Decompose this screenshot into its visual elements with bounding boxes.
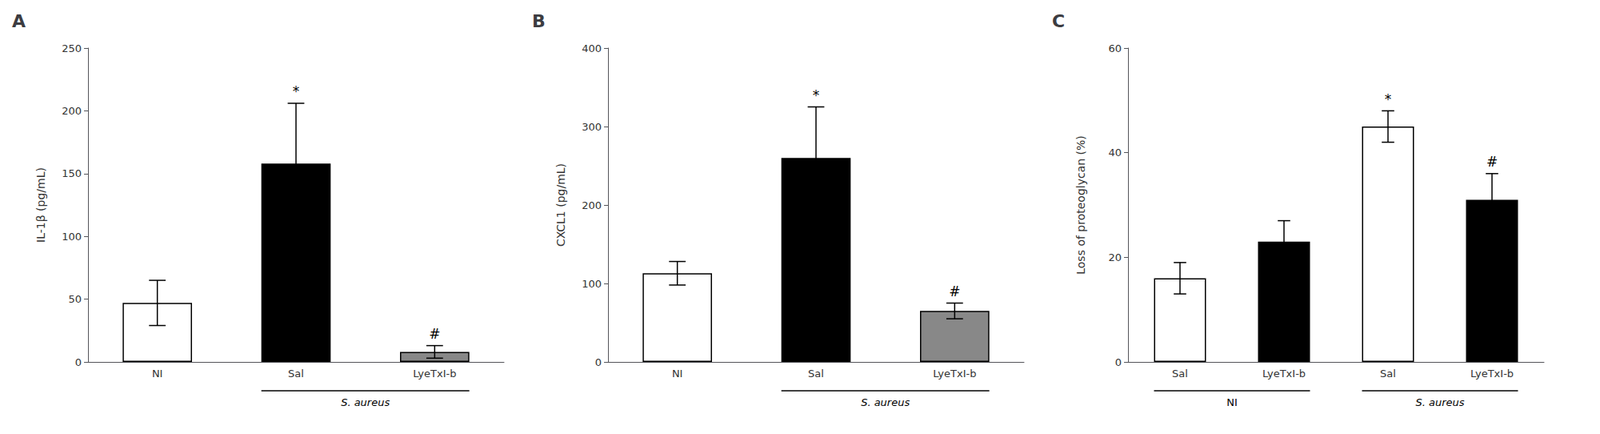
svg-text:0: 0: [75, 356, 82, 368]
svg-text:NI: NI: [152, 367, 164, 380]
svg-text:150: 150: [61, 167, 82, 180]
svg-text:#: #: [948, 283, 960, 300]
svg-text:CXCL1 (pg/mL): CXCL1 (pg/mL): [554, 163, 568, 247]
svg-text:40: 40: [1108, 146, 1122, 159]
svg-text:100: 100: [61, 230, 82, 243]
svg-text:300: 300: [581, 120, 602, 133]
svg-text:Sal: Sal: [808, 367, 824, 380]
svg-text:S. aureus: S. aureus: [1415, 396, 1464, 408]
svg-text:200: 200: [581, 199, 602, 212]
svg-text:LyeTxI-b: LyeTxI-b: [932, 367, 976, 380]
svg-text:60: 60: [1108, 42, 1122, 55]
svg-text:NI: NI: [1226, 396, 1238, 408]
svg-text:Sal: Sal: [288, 367, 304, 380]
svg-text:0: 0: [1115, 356, 1122, 368]
svg-text:S. aureus: S. aureus: [860, 396, 910, 408]
svg-text:Sal: Sal: [1380, 367, 1396, 380]
svg-text:*: *: [1384, 91, 1392, 108]
svg-text:#: #: [1486, 153, 1498, 170]
svg-text:B: B: [532, 11, 546, 32]
svg-text:20: 20: [1108, 251, 1122, 264]
svg-text:200: 200: [61, 104, 82, 117]
svg-text:LyeTxI-b: LyeTxI-b: [412, 367, 456, 380]
svg-text:C: C: [1052, 11, 1065, 32]
svg-text:0: 0: [595, 356, 602, 368]
svg-text:A: A: [12, 11, 26, 32]
svg-text:#: #: [428, 325, 440, 342]
svg-text:*: *: [812, 87, 820, 104]
svg-text:NI: NI: [672, 367, 684, 380]
svg-text:Loss of proteoglycan (%): Loss of proteoglycan (%): [1074, 135, 1088, 275]
svg-text:*: *: [292, 83, 300, 100]
svg-text:400: 400: [581, 42, 602, 55]
svg-text:IL-1β (pg/mL): IL-1β (pg/mL): [34, 167, 48, 243]
svg-text:Sal: Sal: [1172, 367, 1188, 380]
svg-text:250: 250: [61, 42, 82, 55]
svg-text:100: 100: [581, 277, 602, 290]
svg-text:LyeTxI-b: LyeTxI-b: [1262, 367, 1306, 380]
svg-text:50: 50: [68, 292, 82, 305]
svg-text:S. aureus: S. aureus: [340, 396, 390, 408]
svg-text:LyeTxI-b: LyeTxI-b: [1470, 367, 1514, 380]
